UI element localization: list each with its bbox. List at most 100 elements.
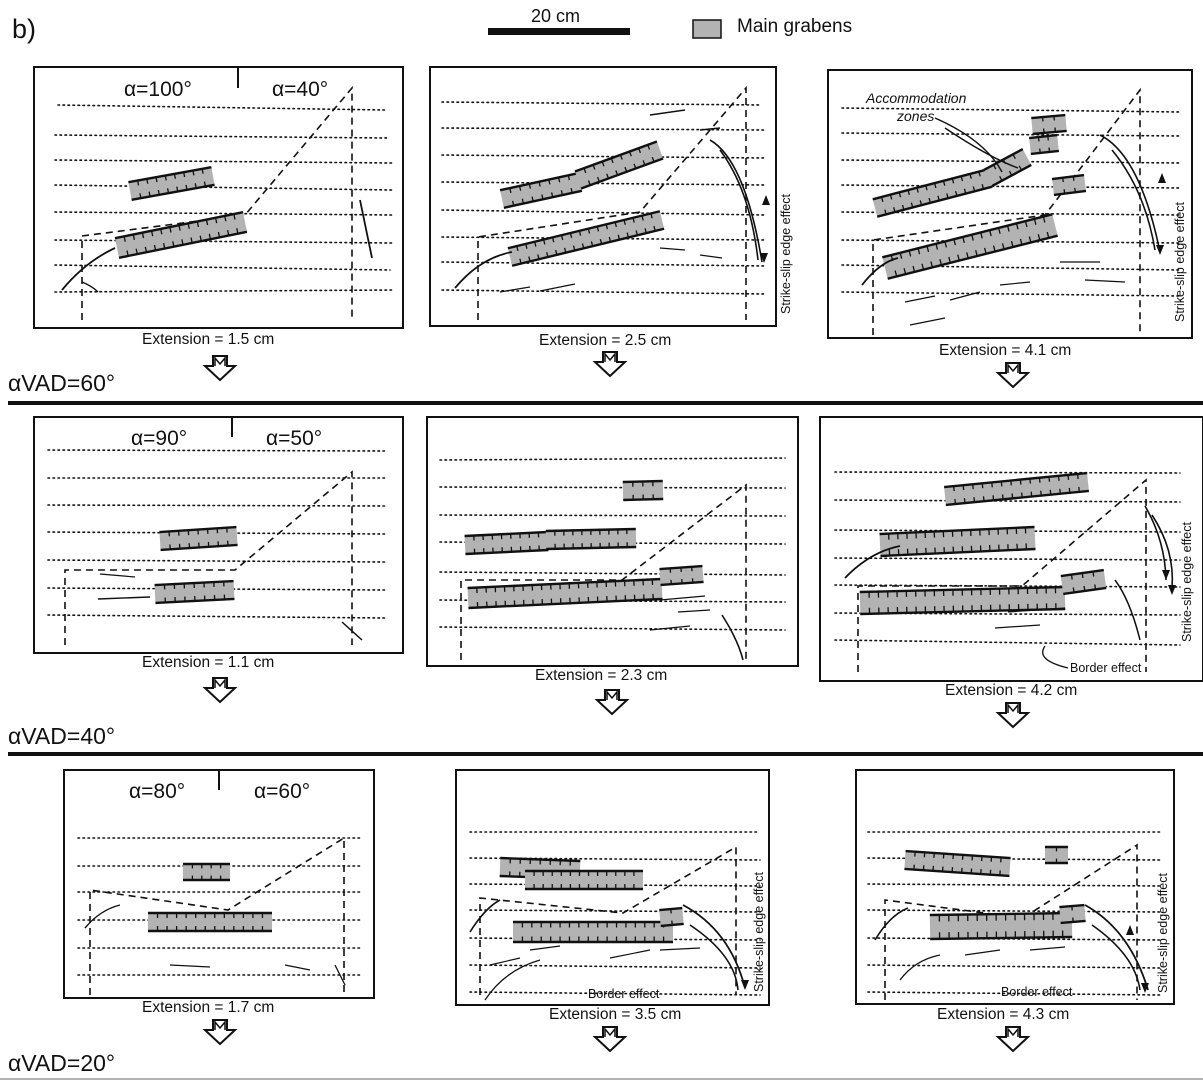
graben-tick <box>155 177 158 183</box>
graben <box>128 167 215 200</box>
graben-tick <box>971 235 974 241</box>
graben-tick <box>597 176 600 182</box>
graben-tick <box>899 253 903 259</box>
graben-tick <box>992 245 996 252</box>
graben-border-fault <box>1030 149 1059 156</box>
graben-border-fault <box>929 911 1072 917</box>
graben-tick <box>601 161 605 167</box>
graben <box>574 141 664 189</box>
graben-border-fault <box>880 547 1036 558</box>
fault-line <box>699 127 721 131</box>
graben-tick <box>608 236 612 242</box>
dotted-passive-marker <box>441 209 766 216</box>
graben-border-fault <box>660 580 704 587</box>
graben-tick <box>587 228 591 234</box>
graben-tick <box>215 218 218 224</box>
graben-tick <box>528 184 532 189</box>
extension-arrow-mark <box>1007 702 1019 713</box>
extension-label: Extension = 4.3 cm <box>937 1006 1070 1023</box>
panel-box <box>429 66 777 327</box>
graben-border-fault <box>622 479 663 484</box>
graben-tick <box>605 224 609 230</box>
fault-line <box>1151 514 1174 589</box>
graben-border-fault <box>503 189 583 209</box>
graben-tick <box>560 190 563 195</box>
extension-arrow-mark <box>214 677 226 688</box>
graben-border-fault <box>905 849 1011 860</box>
graben-tick <box>1094 584 1097 590</box>
fault-line <box>454 251 513 289</box>
graben <box>464 532 549 554</box>
graben <box>148 913 272 931</box>
graben-tick <box>169 227 172 233</box>
fault-line <box>169 964 211 968</box>
graben-tick <box>919 200 923 205</box>
graben-tick <box>907 190 910 196</box>
graben-tick <box>516 246 519 252</box>
graben-border-fault <box>467 577 662 590</box>
extension-arrow-mark <box>1007 362 1019 373</box>
graben-tick <box>939 259 942 265</box>
extension-arrow <box>995 1026 1031 1053</box>
extension-arrow <box>995 702 1031 729</box>
panel-box <box>827 69 1193 339</box>
dashed-outline <box>884 843 1138 1000</box>
graben-border-fault <box>1032 129 1067 136</box>
fault-line <box>899 954 941 981</box>
graben-tick <box>953 239 956 246</box>
fault-line <box>659 947 701 951</box>
dotted-passive-marker <box>47 559 386 563</box>
graben-border-fault <box>887 234 1058 280</box>
legend-label: Main grabens <box>737 16 853 37</box>
graben-tick <box>650 213 653 219</box>
graben-tick <box>916 188 919 193</box>
graben-tick <box>993 164 997 170</box>
graben-tick <box>1018 165 1022 171</box>
graben-tick <box>546 252 549 257</box>
graben-tick <box>509 188 512 194</box>
graben-border-fault <box>546 545 637 551</box>
graben-tick <box>183 172 186 178</box>
fault-line <box>999 281 1031 286</box>
graben-tick <box>190 237 193 243</box>
graben-tick <box>578 231 582 236</box>
fault-line <box>709 139 763 263</box>
graben-tick <box>638 148 641 154</box>
extension-arrow-mark <box>214 1019 226 1030</box>
graben-tick <box>146 179 149 184</box>
dotted-passive-marker <box>439 626 786 631</box>
graben-tick <box>519 186 522 191</box>
dotted-passive-marker <box>54 211 393 216</box>
dotted-passive-marker <box>439 514 786 517</box>
dotted-passive-marker <box>54 239 393 244</box>
graben-border-fault <box>660 922 684 928</box>
graben-border-fault <box>879 525 1035 536</box>
alpha-left-label: α=80° <box>129 780 186 803</box>
dotted-passive-marker <box>441 289 766 295</box>
graben-tick <box>548 179 551 185</box>
slip-arrowhead <box>1156 245 1164 255</box>
graben-border-fault <box>465 548 549 556</box>
graben-tick <box>572 245 576 251</box>
graben-border-fault <box>859 585 1065 594</box>
graben-border-fault <box>1051 173 1085 181</box>
graben-tick <box>144 246 147 252</box>
graben <box>879 527 1036 556</box>
graben-tick <box>632 218 635 223</box>
graben-tick <box>558 177 561 183</box>
graben-tick <box>610 158 614 164</box>
graben-border-fault <box>128 165 212 184</box>
slip-arrowhead <box>1168 585 1176 595</box>
strike-slip-label: Strike-slip edge effect <box>1180 522 1194 642</box>
graben-tick <box>912 265 916 272</box>
fault-line <box>909 317 946 326</box>
graben-tick <box>930 261 933 267</box>
graben-tick <box>135 248 138 254</box>
graben <box>1031 115 1067 134</box>
dotted-passive-marker <box>867 883 1161 887</box>
fault-line <box>484 959 541 1001</box>
graben <box>1052 175 1086 195</box>
slip-arrowhead <box>762 195 770 205</box>
dotted-passive-marker <box>439 486 786 489</box>
